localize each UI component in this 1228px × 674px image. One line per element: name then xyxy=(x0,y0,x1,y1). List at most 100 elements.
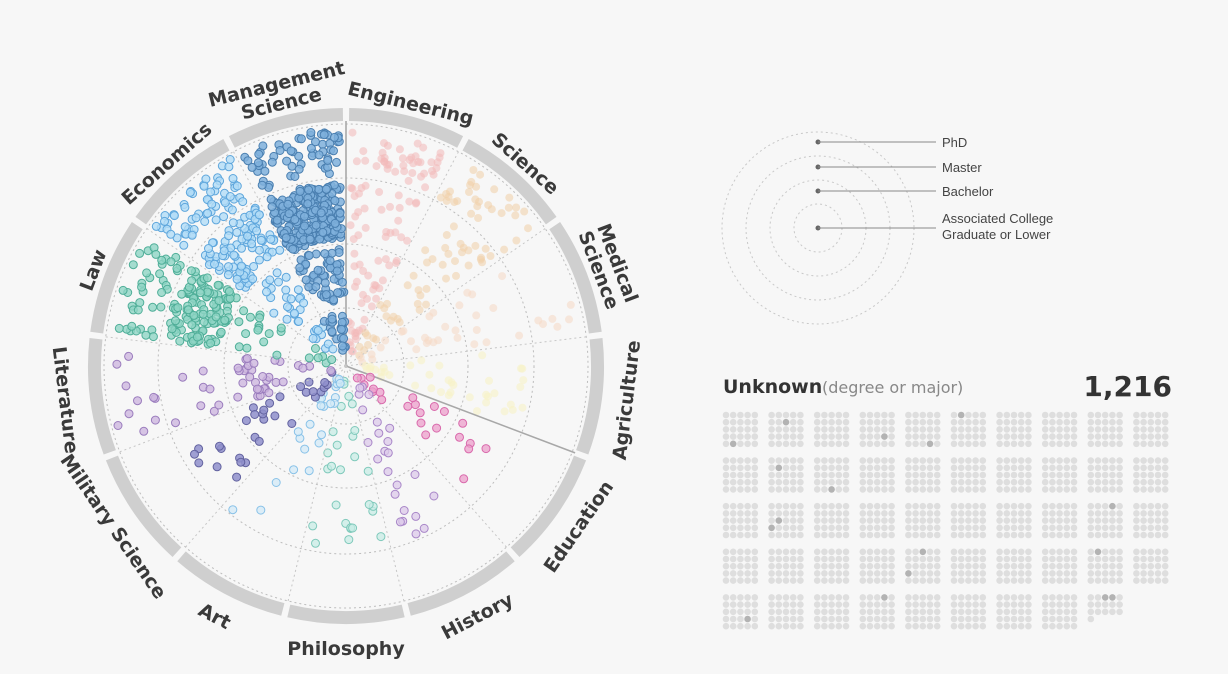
unknown-dot xyxy=(933,502,941,510)
data-dot xyxy=(114,323,124,333)
data-dot xyxy=(378,148,387,157)
unknown-dot xyxy=(873,608,881,616)
unknown-dot xyxy=(1116,502,1123,510)
unknown-dot xyxy=(1025,510,1032,517)
unknown-dot xyxy=(1049,548,1056,556)
unknown-dot xyxy=(828,426,835,433)
data-dot xyxy=(472,182,481,191)
unknown-dot xyxy=(1101,555,1109,563)
legend-label-bachelor: Bachelor xyxy=(942,184,994,199)
data-dot xyxy=(150,415,160,425)
data-dot xyxy=(200,217,210,226)
unknown-dot xyxy=(797,471,804,479)
unknown-dot xyxy=(1147,517,1155,524)
unknown-dot xyxy=(1140,510,1147,517)
unknown-dot xyxy=(873,524,881,532)
unknown-dot xyxy=(797,615,804,623)
data-dot xyxy=(451,326,460,335)
unknown-dot xyxy=(768,502,775,510)
unknown-dot xyxy=(828,486,835,493)
unknown-dot xyxy=(866,524,874,532)
data-dot xyxy=(180,222,190,232)
unknown-dot xyxy=(881,548,888,556)
unknown-dot xyxy=(950,510,958,517)
unknown-dot xyxy=(1094,524,1102,532)
unknown-dot xyxy=(919,502,927,510)
unknown-dot xyxy=(888,457,895,464)
unknown-dot xyxy=(926,531,934,539)
data-dot xyxy=(258,141,268,151)
unknown-dot xyxy=(919,426,927,433)
data-dot xyxy=(133,396,142,406)
unknown-dot xyxy=(1003,577,1011,584)
unknown-dot xyxy=(1049,555,1056,563)
unknown-dot xyxy=(797,411,804,419)
unknown-dot xyxy=(1087,478,1095,486)
unknown-dot xyxy=(972,608,979,616)
unknown-dot xyxy=(888,601,895,608)
unknown-dot xyxy=(1025,426,1032,433)
data-dot xyxy=(311,538,320,548)
unknown-dot xyxy=(1116,478,1123,486)
unknown-dot xyxy=(1116,608,1123,616)
data-dot xyxy=(329,295,339,305)
data-dot xyxy=(301,275,311,285)
data-dot xyxy=(296,134,306,144)
unknown-dot xyxy=(933,517,941,524)
data-dot xyxy=(397,233,406,242)
data-dot xyxy=(124,351,134,361)
unknown-dot xyxy=(821,577,828,584)
data-dot xyxy=(416,418,426,428)
unknown-dot xyxy=(950,555,958,563)
unknown-dot xyxy=(873,555,881,563)
data-dot xyxy=(348,184,357,193)
unknown-dot xyxy=(1010,577,1018,584)
unknown-dot xyxy=(979,517,987,524)
data-dot xyxy=(408,393,418,403)
data-dot xyxy=(505,193,514,202)
data-dot xyxy=(215,441,224,451)
data-dot xyxy=(232,181,242,191)
unknown-dot xyxy=(737,531,744,539)
unknown-dot xyxy=(950,570,958,577)
unknown-dot xyxy=(828,608,835,616)
data-dot xyxy=(233,392,243,402)
data-dot xyxy=(359,267,368,275)
unknown-dot xyxy=(866,486,874,493)
data-dot xyxy=(311,344,320,353)
unknown-dot xyxy=(919,577,927,584)
data-dot xyxy=(386,228,395,237)
data-dot xyxy=(323,155,333,165)
unknown-dot xyxy=(957,418,965,426)
data-dot xyxy=(137,282,147,292)
unknown-dot xyxy=(1094,577,1102,584)
unknown-dot xyxy=(1154,502,1162,510)
data-dot xyxy=(314,150,324,160)
unknown-dot xyxy=(1094,548,1102,556)
unknown-dot xyxy=(797,464,804,472)
unknown-dot xyxy=(1041,517,1049,524)
unknown-dot xyxy=(722,594,730,601)
unknown-dot xyxy=(933,411,941,419)
unknown-dot xyxy=(737,577,744,584)
unknown-dot xyxy=(828,517,835,524)
data-dot xyxy=(407,337,415,346)
unknown-dot xyxy=(842,531,850,539)
data-dot xyxy=(383,437,393,446)
data-dot xyxy=(429,491,439,501)
unknown-dot xyxy=(912,524,919,532)
unknown-dot xyxy=(1017,615,1025,623)
unknown-dot xyxy=(881,426,888,433)
unknown-dot xyxy=(835,502,843,510)
unknown-dot xyxy=(1133,577,1140,584)
unknown-dot xyxy=(888,478,895,486)
unknown-dot xyxy=(768,426,775,433)
data-dot xyxy=(199,181,209,191)
unknown-dot xyxy=(1017,601,1025,608)
unknown-dot xyxy=(873,471,881,479)
data-dot xyxy=(413,139,422,148)
unknown-dot xyxy=(972,510,979,517)
unknown-dot xyxy=(775,502,783,510)
unknown-dot xyxy=(1049,517,1056,524)
unknown-dot xyxy=(768,471,775,479)
